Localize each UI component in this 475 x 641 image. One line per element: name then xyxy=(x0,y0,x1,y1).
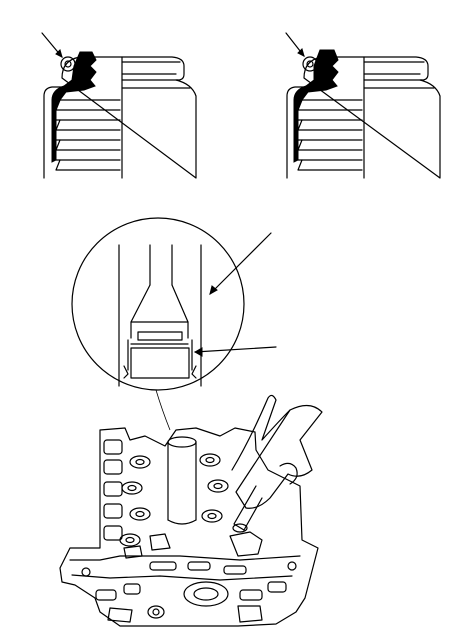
valve-spring-group xyxy=(119,453,229,547)
hand-with-tool xyxy=(231,394,323,533)
valve-seal-left xyxy=(41,32,197,179)
installer-tool xyxy=(167,436,197,525)
installer-detail-circle xyxy=(71,217,277,431)
cylinder-head-assembly xyxy=(59,394,323,627)
lower-ports xyxy=(81,561,297,623)
valve-seal-right xyxy=(285,32,441,179)
